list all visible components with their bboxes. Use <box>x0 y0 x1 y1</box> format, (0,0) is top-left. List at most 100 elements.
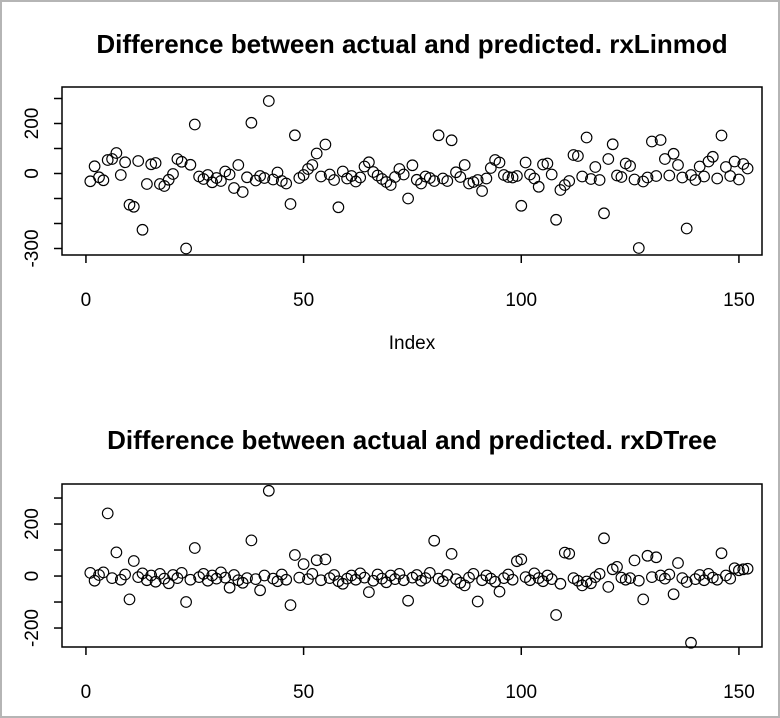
y-tick-label: -300 <box>22 229 43 267</box>
data-point <box>328 174 340 186</box>
data-point <box>672 557 684 569</box>
data-point <box>175 567 188 579</box>
data-point <box>663 568 676 581</box>
data-point <box>463 571 475 584</box>
data-point <box>332 201 345 214</box>
data-point <box>158 180 171 192</box>
data-point <box>519 156 532 169</box>
data-point <box>141 178 153 190</box>
data-point <box>733 564 745 577</box>
data-point <box>558 546 571 559</box>
data-point <box>624 572 636 584</box>
data-point <box>598 207 610 220</box>
data-point <box>593 174 606 186</box>
data-point <box>445 548 458 560</box>
data-point <box>397 168 410 181</box>
data-point <box>637 593 650 606</box>
data-point <box>437 575 449 588</box>
data-point <box>676 171 689 184</box>
data-point <box>406 159 419 172</box>
data-point <box>728 155 741 168</box>
chart1-title: Difference between actual and predicted.… <box>96 29 728 59</box>
data-point <box>724 572 737 585</box>
data-point <box>737 563 750 576</box>
data-point <box>711 172 724 185</box>
data-point <box>175 155 188 168</box>
data-point <box>598 532 610 545</box>
data-point <box>328 569 340 581</box>
data-point <box>315 574 327 587</box>
data-point <box>580 131 593 144</box>
data-point <box>345 569 358 582</box>
data-point <box>628 173 641 186</box>
data-point <box>127 555 140 567</box>
data-point <box>628 554 641 567</box>
data-point <box>471 174 484 186</box>
data-point <box>563 175 576 187</box>
data-point <box>267 173 279 186</box>
data-point <box>106 153 118 165</box>
data-point <box>241 572 253 584</box>
data-point <box>215 175 227 187</box>
data-point <box>236 186 249 198</box>
data-point <box>680 576 693 588</box>
data-point <box>262 484 275 497</box>
data-point <box>306 159 319 171</box>
data-point <box>706 150 719 163</box>
data-point <box>149 157 162 169</box>
data-point <box>637 175 650 188</box>
data-point <box>689 573 702 585</box>
data-point <box>532 180 545 193</box>
data-point <box>558 179 571 191</box>
data-point <box>284 599 297 611</box>
data-point <box>550 609 562 621</box>
data-point <box>480 172 493 185</box>
data-point <box>585 577 597 590</box>
data-point <box>349 573 362 586</box>
data-point <box>585 173 597 185</box>
data-point <box>563 547 576 560</box>
data-point <box>289 129 301 142</box>
data-point <box>506 573 519 586</box>
data-point <box>733 173 745 186</box>
data-point <box>702 568 715 580</box>
data-point <box>293 571 306 584</box>
y-tick-label: -200 <box>22 609 43 647</box>
data-point <box>567 149 580 161</box>
data-point <box>188 542 201 554</box>
data-point <box>741 162 754 175</box>
data-point <box>145 158 158 171</box>
data-point <box>106 572 118 584</box>
data-point <box>415 177 427 190</box>
data-point <box>646 571 658 583</box>
data-point <box>258 569 271 582</box>
data-point <box>319 553 332 566</box>
data-point <box>450 573 462 585</box>
data-point <box>349 175 362 188</box>
data-point <box>615 171 628 183</box>
y-tick-label: 0 <box>22 571 43 582</box>
data-point <box>245 116 258 129</box>
data-point <box>515 553 528 566</box>
x-tick-label: 150 <box>723 682 755 703</box>
data-point <box>676 572 689 584</box>
x-tick-label: 150 <box>723 290 755 311</box>
data-point <box>280 573 293 586</box>
data-point <box>280 177 293 190</box>
data-point <box>310 554 323 567</box>
data-point <box>249 174 262 187</box>
data-point <box>589 161 602 173</box>
x-tick-label: 50 <box>293 682 314 703</box>
data-point <box>650 551 663 564</box>
data-point <box>384 569 397 582</box>
data-point <box>502 171 515 183</box>
data-point <box>371 568 384 581</box>
data-point <box>358 571 371 584</box>
data-point <box>467 568 480 580</box>
data-point <box>114 169 127 181</box>
data-point <box>698 574 710 587</box>
data-point <box>254 584 266 597</box>
data-point <box>397 574 410 587</box>
data-point <box>602 581 615 593</box>
